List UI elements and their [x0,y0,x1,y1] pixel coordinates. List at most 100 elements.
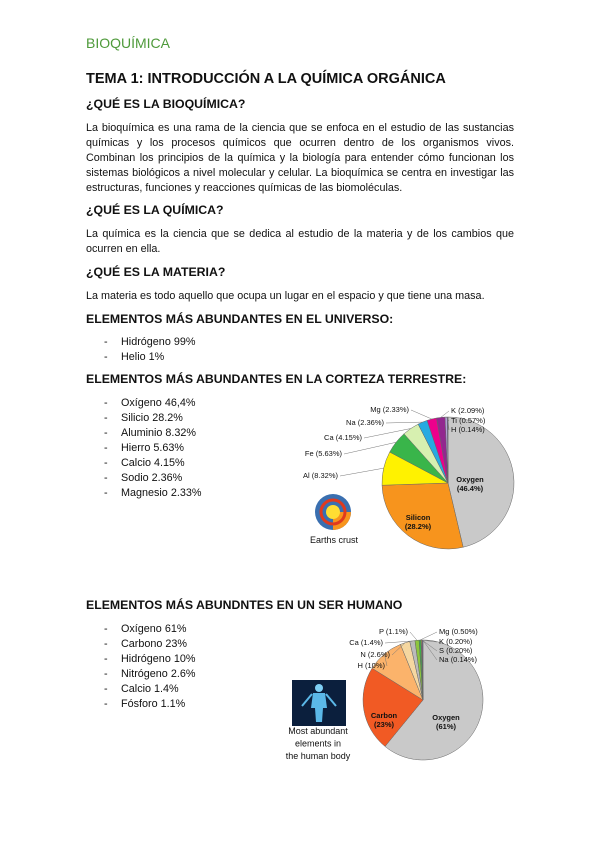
list-item: - Oxígeno 61% [104,622,195,637]
slice-value-label: (0.14%) [451,655,478,664]
slice-label: Silicon (28.2%) [405,513,432,531]
list-item: - Silicio 28.2% [104,411,201,426]
bullet: - [104,683,108,695]
list-item: - Nitrógeno 2.6% [104,667,195,682]
slice-name: Oxygen [456,475,484,484]
leader-line [384,654,388,667]
leader-line [419,631,438,641]
paragraph: La materia es todo aquello que ocupa un … [86,290,485,302]
slice-label: Mg (0.50%) [439,627,478,636]
leader-line [447,416,450,431]
slice-label: H (10%) [357,661,385,670]
slice-value-label: (10%) [365,661,386,670]
bullet: - [104,427,108,439]
list-item-text: Silicio 28.2% [121,412,183,424]
slice-name: S [439,646,444,655]
list-item: - Hidrógeno 99% [104,335,195,350]
bullet: - [104,457,108,469]
earth-icon [315,494,351,530]
list: - Oxígeno 46,4% - Silicio 28.2% - Aluminio 8.… [104,396,201,501]
list-item: - Magnesio 2.33% [104,486,201,501]
slice-label: Al (8.32%) [303,471,339,480]
list-item-text: Oxígeno 61% [121,623,187,635]
slice-value-label: (2.6%) [368,650,391,659]
bullet: - [104,487,108,499]
list-item-text: Calcio 1.4% [121,683,179,695]
slice-value-label: (1.1%) [386,627,409,636]
slice-label: Ti (0.57%) [451,416,486,425]
pie-slice [447,416,515,548]
list-item: - Calcio 1.4% [104,682,195,697]
leader-line [409,631,418,641]
slice-value-label: (5.63%) [316,449,343,458]
slice-value-label: (46.4%) [457,484,484,493]
slice-name: Na [439,655,449,664]
slice-value-label: (28.2%) [405,522,432,531]
slice-label: Carbon (23%) [371,711,398,729]
list: - Hidrógeno 99% - Helio 1% [104,335,195,365]
slice-name: H [357,661,362,670]
slice-name: Mg [439,627,449,636]
bullet: - [104,397,108,409]
slice-name: Al [303,471,310,480]
leader-line [384,640,413,644]
leader-line [343,442,397,455]
leader-line [422,639,438,661]
slice-name: Ca [324,433,334,442]
slice-value-label: (23%) [374,720,395,729]
bullet: - [104,653,108,665]
slice-label: Na (0.14%) [439,655,477,664]
slice-value-label: (61%) [436,722,457,731]
slice-name: K [451,406,456,415]
bullet: - [104,412,108,424]
paragraph: La química es la ciencia que se dedica a… [86,228,514,255]
slice-name: Fe [305,449,314,458]
slice-value-label: (2.09%) [458,406,485,415]
slice-value-label: (0.20%) [446,646,473,655]
list-item: - Hidrógeno 10% [104,652,195,667]
leader-line [421,639,438,643]
figure-caption: Most abundant [288,726,348,736]
header: BIOQUÍMICA [86,35,171,51]
heading: ELEMENTOS MÁS ABUNDANTES EN EL UNIVERSO: [86,312,394,326]
slice-label: S (0.20%) [439,646,473,655]
list-item-text: Fósforo 1.1% [121,698,186,710]
slice-label: Mg (2.33%) [370,405,409,414]
slice-value-label: (1.4%) [361,638,384,647]
slice-label: K (0.20%) [439,637,473,646]
list-item: - Oxígeno 46,4% [104,396,201,411]
bullet: - [104,668,108,680]
slice-value-label: (0.14%) [459,425,486,434]
slice-name: P [379,627,384,636]
leader-line [363,428,411,439]
list-item-text: Calcio 4.15% [121,457,185,469]
title: TEMA 1: INTRODUCCIÓN A LA QUÍMICA ORGÁNI… [86,71,446,87]
slice-label: Oxygen (46.4%) [456,475,484,493]
bullet: - [104,472,108,484]
heading: ELEMENTOS MÁS ABUNDANTES EN LA CORTEZA T… [86,372,467,386]
list-item-text: Magnesio 2.33% [121,487,202,499]
paragraph: La bioquímica es una rama de la ciencia … [86,122,514,194]
list-item: - Hierro 5.63% [104,441,201,456]
list-item-text: Hierro 5.63% [121,442,185,454]
slice-label: Oxygen (61%) [432,713,460,731]
leader-line [421,639,438,652]
slice-value-label: (0.20%) [446,637,473,646]
human-icon [292,680,346,726]
heading: ¿QUÉ ES LA MATERIA? [86,265,226,279]
slice-label: K (2.09%) [451,406,485,415]
bullet: - [104,638,108,650]
slice-name: Oxygen [432,713,460,722]
slice-label: Fe (5.63%) [305,449,343,458]
figure-caption: the human body [286,751,351,761]
heading: ¿QUÉ ES LA QUÍMICA? [86,203,224,217]
slice-name: Carbon [371,711,398,720]
list-item: - Calcio 4.15% [104,456,201,471]
slice-label: P (1.1%) [379,627,409,636]
slice-value-label: (2.36%) [358,418,385,427]
slice-name: K [439,637,444,646]
slice-value-label: (4.15%) [336,433,363,442]
bullet: - [104,623,108,635]
heading: ELEMENTOS MÁS ABUNDNTES EN UN SER HUMANO [86,598,403,612]
